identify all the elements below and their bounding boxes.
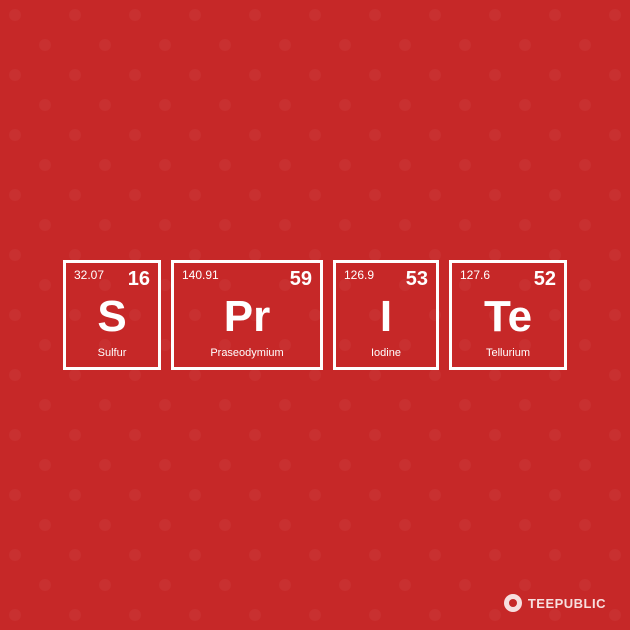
watermark-logo-icon xyxy=(504,594,522,612)
element-tile-pr: 140.91 59 Pr Praseodymium xyxy=(171,260,323,370)
atomic-mass: 126.9 xyxy=(344,269,374,281)
element-name: Sulfur xyxy=(74,348,150,359)
element-name: Iodine xyxy=(344,348,428,359)
watermark: TEEPUBLIC xyxy=(504,594,606,612)
element-tile-i: 126.9 53 I Iodine xyxy=(333,260,439,370)
atomic-mass: 140.91 xyxy=(182,269,219,281)
atomic-mass: 127.6 xyxy=(460,269,490,281)
element-symbol: I xyxy=(344,285,428,348)
element-name: Praseodymium xyxy=(182,348,312,359)
element-row: 32.07 16 S Sulfur 140.91 59 Pr Praseodym… xyxy=(63,260,567,370)
element-symbol: Te xyxy=(460,285,556,348)
atomic-mass: 32.07 xyxy=(74,269,104,281)
element-tile-s: 32.07 16 S Sulfur xyxy=(63,260,161,370)
element-name: Tellurium xyxy=(460,348,556,359)
element-symbol: S xyxy=(74,285,150,348)
element-tile-te: 127.6 52 Te Tellurium xyxy=(449,260,567,370)
watermark-label: TEEPUBLIC xyxy=(528,596,606,611)
element-symbol: Pr xyxy=(182,285,312,348)
